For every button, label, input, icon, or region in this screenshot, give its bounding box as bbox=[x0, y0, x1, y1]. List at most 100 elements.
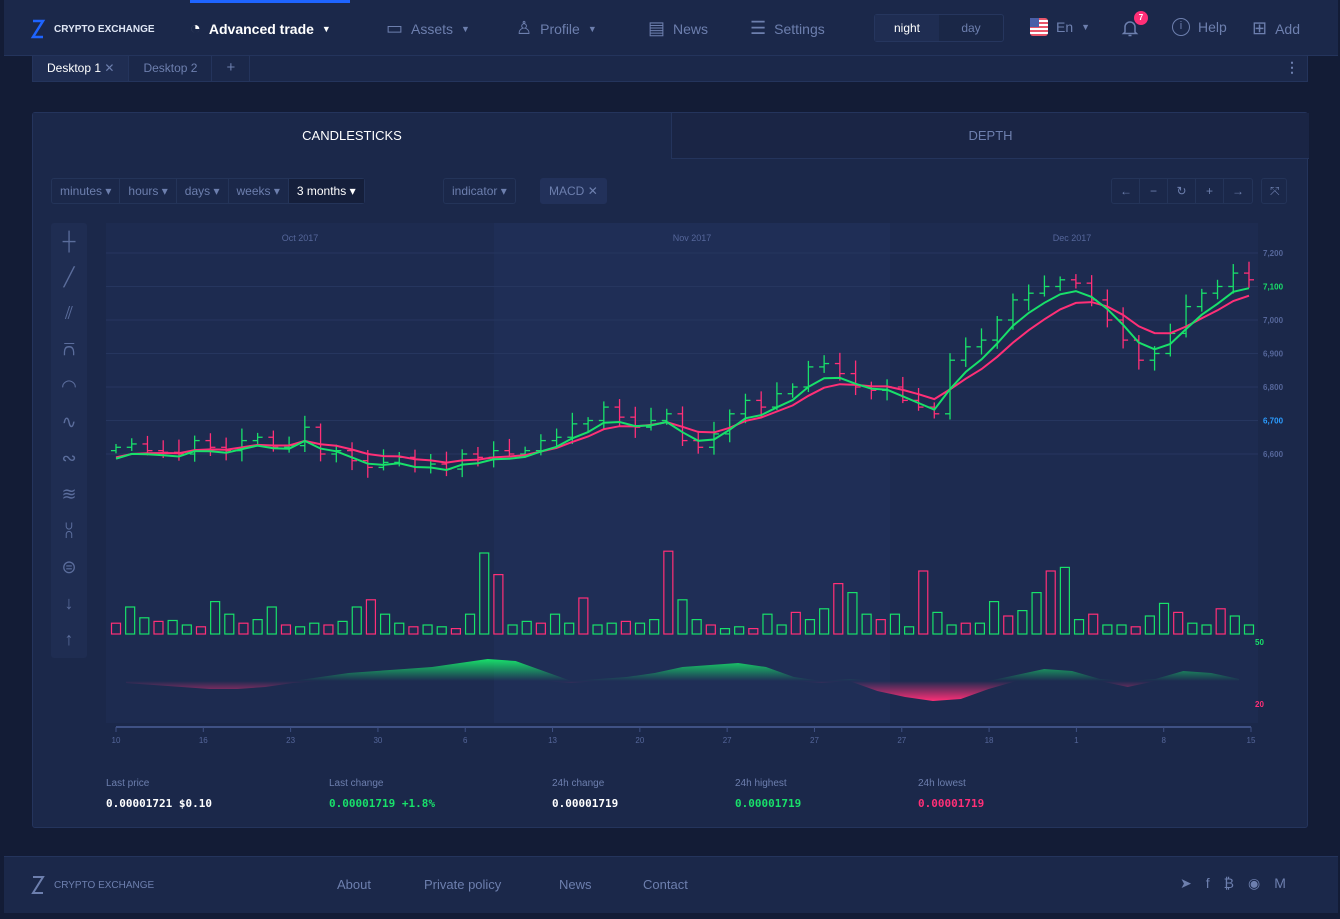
timeframe-hours[interactable]: hours ▾ bbox=[120, 179, 177, 203]
footer-link-contact[interactable]: Contact bbox=[643, 877, 688, 892]
timeframe-3-months[interactable]: 3 months ▾ bbox=[288, 179, 364, 203]
candle bbox=[378, 449, 389, 471]
close-icon[interactable]: ✕ bbox=[587, 184, 598, 198]
y-tick-label: 6,900 bbox=[1263, 350, 1284, 359]
footer-link-about[interactable]: About bbox=[337, 877, 371, 892]
fib-icon[interactable]: ≋ bbox=[61, 484, 77, 505]
arc-icon[interactable]: ◠ bbox=[61, 375, 77, 396]
bitcoin-icon[interactable]: ₿ bbox=[1223, 875, 1234, 891]
medium-icon[interactable]: M bbox=[1274, 875, 1286, 891]
price-chart[interactable]: 7,200 7,100 7,000 6,900 6,800 6,700 6,600 Oct 2… bbox=[33, 113, 1309, 753]
arrow-down-icon[interactable]: ↓ bbox=[64, 593, 74, 614]
tab-desktop-2[interactable]: Desktop 2 bbox=[129, 56, 213, 81]
tab-depth[interactable]: DEPTH bbox=[671, 113, 1309, 159]
desktop-tabs: Desktop 1 ✕ Desktop 2 + ⋮ bbox=[32, 56, 1308, 82]
notifications-button[interactable] bbox=[1120, 18, 1140, 38]
github-icon[interactable]: ◉ bbox=[1248, 875, 1261, 891]
news-icon: ▤ bbox=[648, 18, 666, 38]
volume-bar bbox=[649, 619, 660, 635]
curve-icon[interactable]: ∾ bbox=[61, 448, 77, 469]
zoom-in-icon[interactable]: + bbox=[1196, 179, 1224, 203]
candle bbox=[1039, 275, 1050, 297]
footer-brand: CRYPTO EXCHANGE bbox=[54, 879, 155, 891]
tab-candlesticks[interactable]: CANDLESTICKS bbox=[33, 113, 671, 159]
chevron-down-icon: ▼ bbox=[587, 23, 597, 34]
more-menu-icon[interactable]: ⋮ bbox=[1285, 59, 1299, 75]
fullscreen-button[interactable]: ⤧ bbox=[1261, 178, 1287, 204]
footer-link-privacy[interactable]: Private policy bbox=[424, 877, 502, 892]
footer-logo[interactable]: CRYPTO EXCHANGE bbox=[30, 875, 154, 895]
brand-logo[interactable]: CRYPTO EXCHANGE bbox=[30, 19, 155, 39]
timeframe-minutes[interactable]: minutes ▾ bbox=[52, 179, 121, 203]
timeframe-days[interactable]: days ▾ bbox=[177, 179, 229, 203]
volume-bar bbox=[606, 622, 617, 635]
regression-icon[interactable]: ⊜ bbox=[61, 556, 77, 577]
volume-bar bbox=[634, 622, 646, 635]
fullscreen-icon: ⤧ bbox=[1270, 184, 1280, 198]
arrow-left-icon[interactable]: ← bbox=[1112, 179, 1140, 203]
sliders-icon: ☰ bbox=[750, 18, 767, 38]
volume-bar bbox=[1045, 570, 1056, 635]
volume-bar bbox=[1003, 615, 1014, 635]
facebook-icon[interactable]: f bbox=[1205, 875, 1210, 891]
logo-icon bbox=[31, 876, 45, 894]
volume-bar bbox=[1059, 566, 1070, 635]
volume-bar bbox=[776, 624, 787, 635]
month-band bbox=[494, 223, 890, 723]
volume-bar bbox=[875, 619, 886, 635]
footer: CRYPTO EXCHANGE About Private policy New… bbox=[4, 856, 1338, 913]
parallel-channel-icon[interactable]: ⫽ bbox=[64, 303, 74, 324]
add-desktop-button[interactable]: + bbox=[212, 56, 251, 81]
volume-bar bbox=[1073, 619, 1085, 635]
nav-settings[interactable]: ☰ Settings bbox=[750, 18, 825, 39]
tab-desktop-1[interactable]: Desktop 1 ✕ bbox=[33, 56, 130, 81]
volume-bar bbox=[153, 620, 164, 635]
timeframe-weeks[interactable]: weeks ▾ bbox=[229, 179, 289, 203]
theme-day[interactable]: day bbox=[961, 21, 981, 35]
x-tick-label: 30 bbox=[373, 736, 382, 745]
candle bbox=[1055, 276, 1066, 291]
add-button[interactable]: ⊞ Add bbox=[1252, 18, 1300, 39]
chart-panel: CANDLESTICKS DEPTH minutes ▾ hours ▾ day… bbox=[32, 112, 1309, 828]
zoom-out-icon[interactable]: − bbox=[1140, 179, 1168, 203]
crosshair-icon[interactable]: ┼ bbox=[62, 230, 76, 251]
volume-bar bbox=[493, 574, 504, 635]
stat-last-change: Last change 0.00001719 +1.8% bbox=[329, 778, 435, 810]
help-label: Help bbox=[1198, 19, 1227, 35]
reset-icon[interactable]: ↻ bbox=[1168, 179, 1196, 203]
volume-bar bbox=[323, 624, 334, 635]
nav-profile[interactable]: ♙ Profile ▼ bbox=[516, 18, 597, 39]
volume-bar bbox=[125, 606, 136, 635]
close-icon[interactable]: ✕ bbox=[104, 61, 115, 75]
candle bbox=[756, 391, 767, 418]
volume-bar bbox=[379, 613, 391, 635]
volume-bar bbox=[224, 613, 235, 635]
arrow-right-icon[interactable]: → bbox=[1232, 184, 1244, 198]
telegram-icon[interactable]: ➤ bbox=[1180, 875, 1192, 891]
arrow-up-icon[interactable]: ↑ bbox=[64, 629, 74, 650]
add-label: Add bbox=[1275, 20, 1301, 37]
volume-bar bbox=[535, 622, 546, 635]
trend-line-icon[interactable]: ╱ bbox=[63, 266, 75, 287]
y-tick-label: 7,200 bbox=[1263, 249, 1284, 258]
volume-bar bbox=[139, 617, 150, 635]
language-select[interactable]: En ▼ bbox=[1030, 18, 1090, 36]
indicator-dropdown[interactable]: indicator ▾ bbox=[443, 178, 516, 204]
macd-chip[interactable]: MACD ✕ bbox=[540, 178, 607, 204]
nav-news[interactable]: ▤ News bbox=[648, 18, 708, 39]
candle bbox=[708, 421, 719, 455]
candle bbox=[834, 352, 845, 381]
volume-bar bbox=[110, 622, 122, 635]
nav-advanced-trade[interactable]: ◔ Advanced trade ▼ bbox=[190, 18, 331, 39]
gann-icon[interactable]: ⩆ bbox=[64, 520, 74, 541]
wave-icon[interactable]: ∿ bbox=[61, 411, 77, 432]
volume-bar bbox=[1229, 615, 1240, 635]
help-button[interactable]: i Help bbox=[1172, 18, 1227, 36]
volume-bar bbox=[663, 550, 674, 635]
nav-assets[interactable]: ▭ Assets ▼ bbox=[386, 18, 470, 39]
theme-night[interactable]: night bbox=[875, 15, 939, 41]
footer-link-news[interactable]: News bbox=[559, 877, 592, 892]
pitchfork-icon[interactable]: ⩃ bbox=[62, 339, 76, 360]
theme-toggle[interactable]: night day bbox=[874, 14, 1004, 42]
logo-icon bbox=[30, 19, 46, 39]
